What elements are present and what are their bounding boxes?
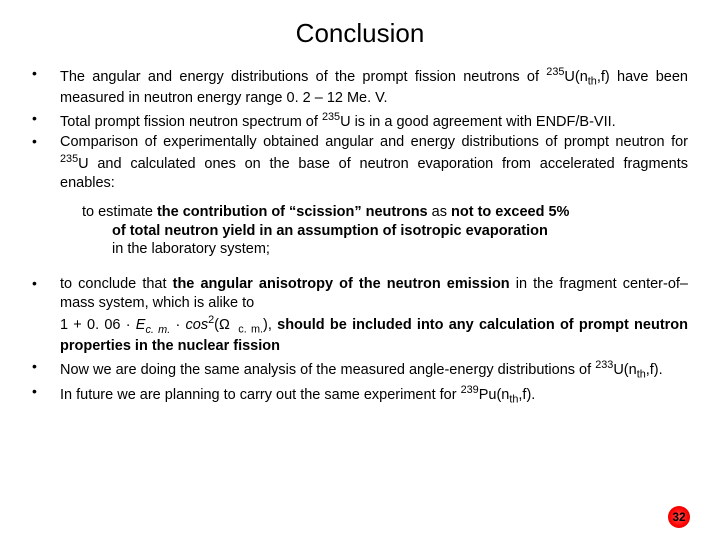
bullet-text: Total prompt fission neutron spectrum of… <box>60 110 688 132</box>
indent-block: to estimate the contribution of “scissio… <box>82 203 688 260</box>
bullet-mark: • <box>32 133 60 192</box>
bullet-mark: • <box>32 383 60 407</box>
list-item: • The angular and energy distributions o… <box>32 65 688 108</box>
bullet-mark: • <box>32 275 60 355</box>
indent-line-3: in the laboratory system; <box>112 241 270 257</box>
indent-line-2: of total neutron yield in an assumption … <box>112 223 548 239</box>
page-number: 32 <box>672 510 685 524</box>
indent-line-1: to estimate the contribution of “scissio… <box>82 203 688 222</box>
bullet-text: The angular and energy distributions of … <box>60 65 688 108</box>
list-item: • Comparison of experimentally obtained … <box>32 133 688 192</box>
bullet-list-1: • The angular and energy distributions o… <box>32 65 688 193</box>
list-item: • Total prompt fission neutron spectrum … <box>32 110 688 132</box>
page-number-badge: 32 <box>668 506 690 528</box>
list-item: • Now we are doing the same analysis of … <box>32 358 688 382</box>
bullet-mark: • <box>32 110 60 132</box>
bullet-text: Comparison of experimentally obtained an… <box>60 133 688 192</box>
page-title: Conclusion <box>32 18 688 49</box>
list-item: • In future we are planning to carry out… <box>32 383 688 407</box>
bullet-list-2: • to conclude that the angular anisotrop… <box>32 275 688 407</box>
bullet-text: Now we are doing the same analysis of th… <box>60 358 688 382</box>
bullet-text: to conclude that the angular anisotropy … <box>60 275 688 355</box>
bullet-mark: • <box>32 65 60 108</box>
bullet-text: In future we are planning to carry out t… <box>60 383 688 407</box>
bullet-mark: • <box>32 358 60 382</box>
list-item: • to conclude that the angular anisotrop… <box>32 275 688 355</box>
